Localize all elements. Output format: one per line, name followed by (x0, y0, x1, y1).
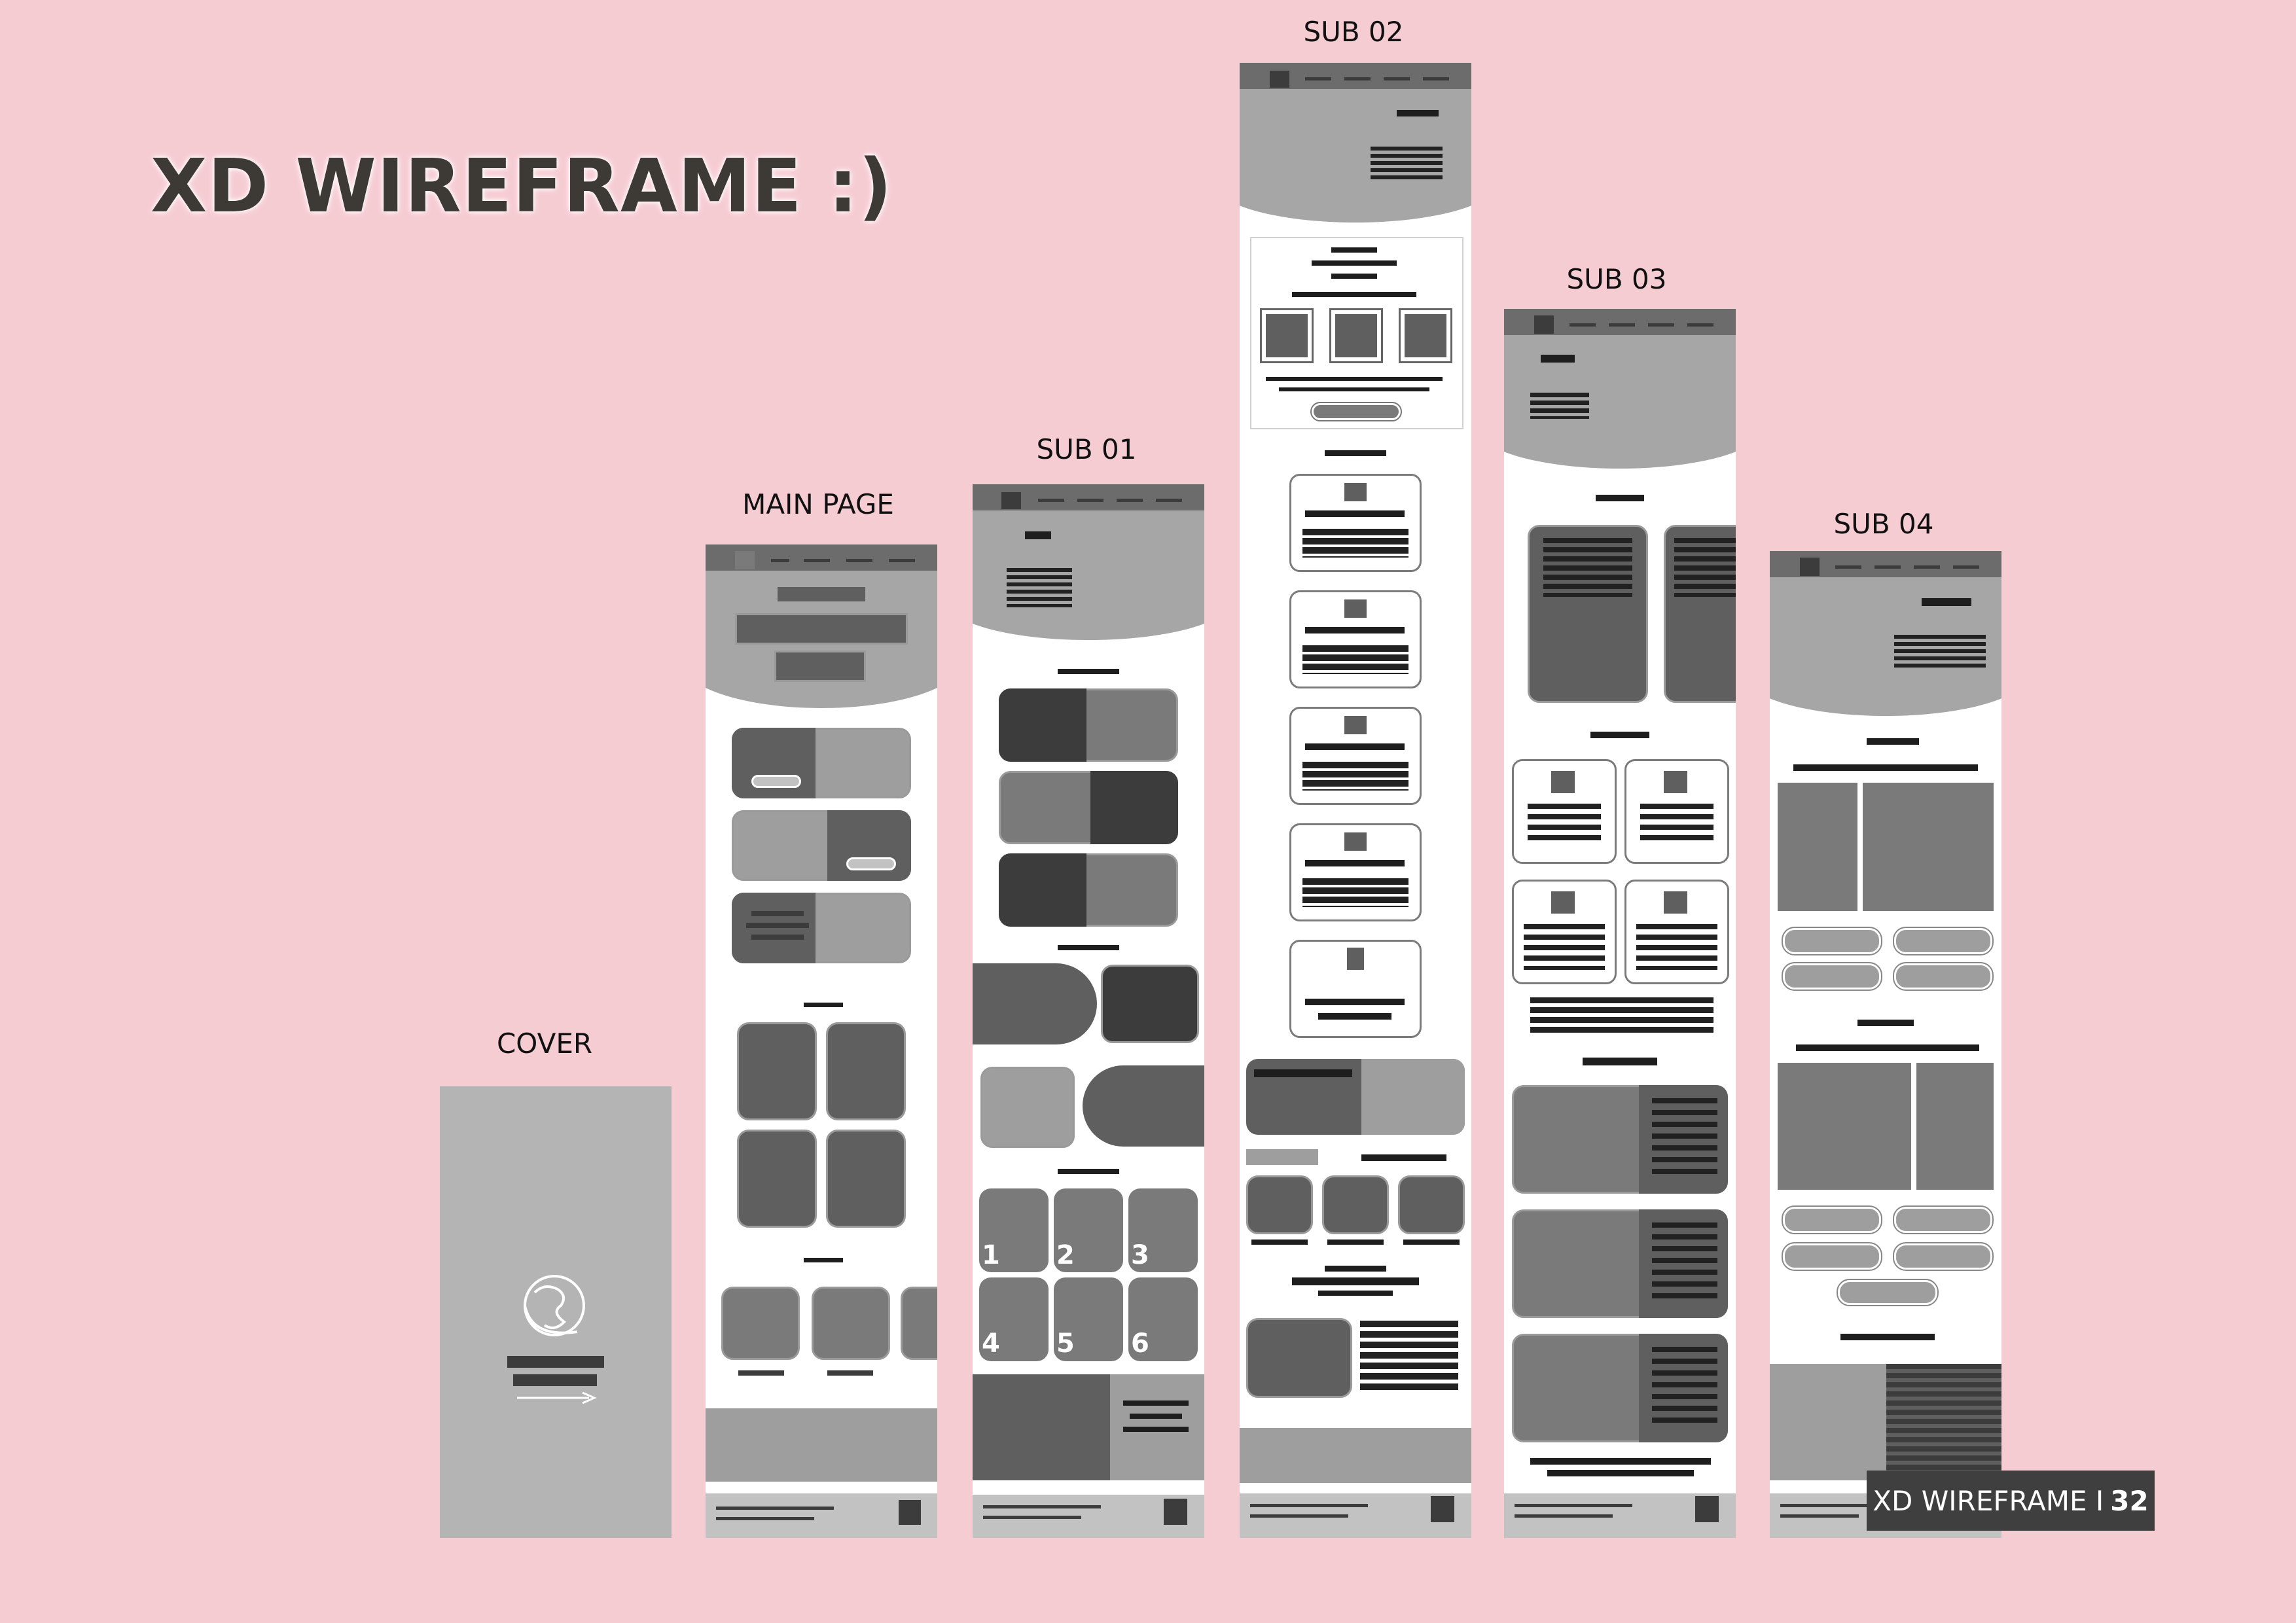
sub03-label: SUB 03 (1566, 263, 1667, 295)
sub04-screen (1770, 551, 2001, 1538)
sub04-label: SUB 04 (1833, 508, 1934, 540)
page-badge: XD WIREFRAME I 32 (1867, 1471, 2155, 1531)
grid-number-1: 1 (982, 1240, 1000, 1270)
grid-number-5: 5 (1056, 1329, 1075, 1359)
cover-screen (440, 1086, 672, 1538)
main-page-screen (706, 544, 937, 1538)
page-title: XD WIREFRAME :) (151, 144, 893, 229)
cover-label: COVER (496, 1027, 593, 1060)
globe-icon (524, 1275, 585, 1336)
arrow-icon (517, 1391, 597, 1404)
page-number: 32 (2110, 1484, 2149, 1517)
grid-number-2: 2 (1056, 1240, 1075, 1270)
sub01-label: SUB 01 (1036, 433, 1137, 465)
badge-text: XD WIREFRAME I (1873, 1484, 2104, 1517)
sub02-label: SUB 02 (1303, 16, 1404, 48)
main-page-label: MAIN PAGE (742, 488, 894, 520)
sub03-screen (1504, 309, 1736, 1538)
grid-number-3: 3 (1131, 1240, 1149, 1270)
grid-number-4: 4 (982, 1329, 1000, 1359)
grid-number-6: 6 (1131, 1329, 1149, 1359)
sub01-screen: 1 2 3 4 5 6 (973, 484, 1204, 1538)
sub02-screen (1240, 63, 1471, 1538)
